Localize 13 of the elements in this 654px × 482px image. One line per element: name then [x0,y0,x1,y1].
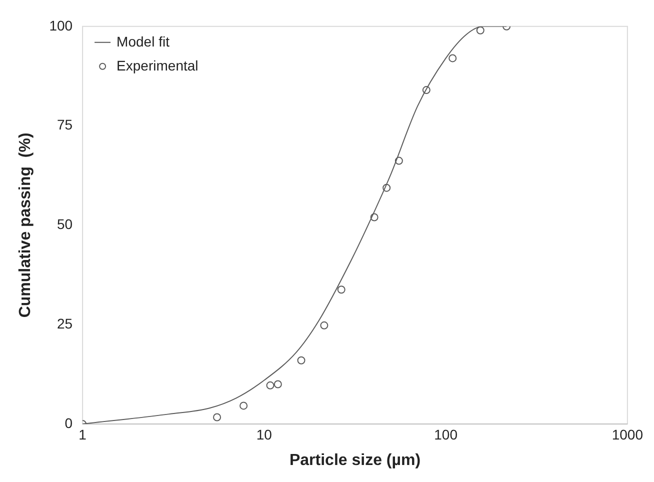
y-tick-label: 100 [49,17,73,34]
x-axis-title: Particle size (µm) [289,452,421,469]
x-tick-label: 1 [78,426,87,442]
y-tick-label: 75 [56,116,73,133]
x-tick-label: 10 [256,426,272,442]
legend-label: Experimental [116,57,198,74]
x-tick-label: 100 [434,426,458,442]
legend-label: Model fit [116,33,170,50]
x-tick-label: 1000 [612,426,644,442]
y-tick-label: 25 [56,315,73,332]
y-axis-title: Cumulative passing (%) [17,132,34,318]
y-tick-label: 50 [56,216,73,232]
y-tick-label: 0 [64,414,73,431]
